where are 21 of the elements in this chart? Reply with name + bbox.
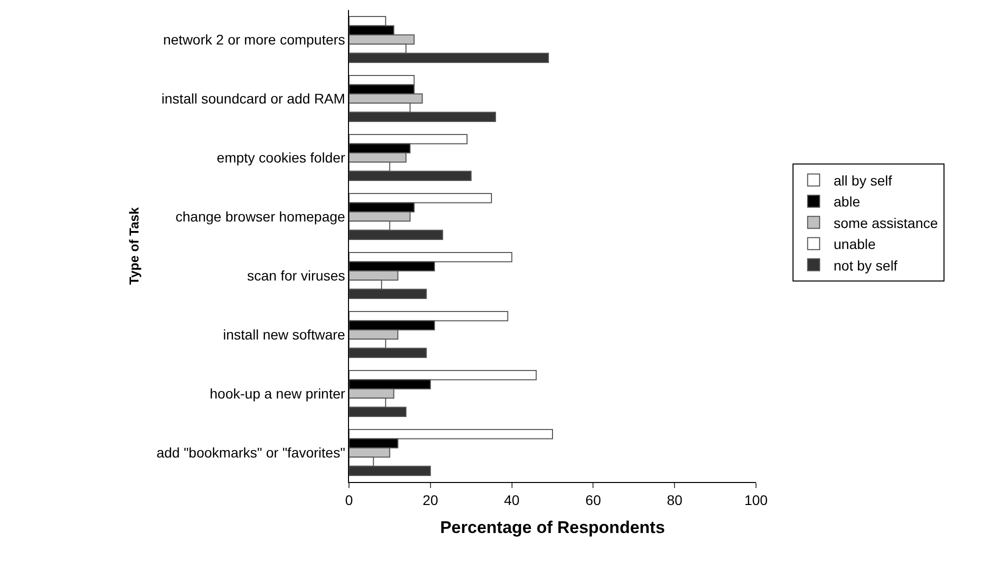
legend-label: unable — [834, 236, 876, 252]
x-axis-title: Percentage of Respondents — [440, 518, 665, 538]
y-tick-label: install soundcard or add RAM — [162, 90, 346, 106]
legend-label: able — [834, 194, 860, 210]
y-tick-label: change browser homepage — [176, 208, 346, 224]
legend-label: all by self — [834, 172, 892, 188]
legend-label: some assistance — [834, 214, 938, 231]
x-tick-label: 20 — [422, 492, 438, 508]
y-axis-title: Type of Task — [126, 206, 142, 285]
x-tick-label: 60 — [585, 492, 602, 508]
y-tick-label: add "bookmarks" or "favorites" — [156, 444, 346, 460]
x-tick-label: 100 — [744, 492, 768, 508]
y-tick-label: install new software — [223, 326, 346, 342]
x-tick-label: 0 — [345, 492, 354, 508]
y-tick-label: hook-up a new printer — [210, 385, 346, 402]
x-tick-label: 40 — [504, 492, 520, 508]
y-tick-label: network 2 or more computers — [163, 31, 346, 48]
y-tick-label: scan for viruses — [247, 267, 346, 284]
legend-label: not by self — [834, 257, 898, 274]
x-tick-label: 80 — [666, 492, 683, 508]
y-tick-label: empty cookies folder — [216, 149, 346, 166]
